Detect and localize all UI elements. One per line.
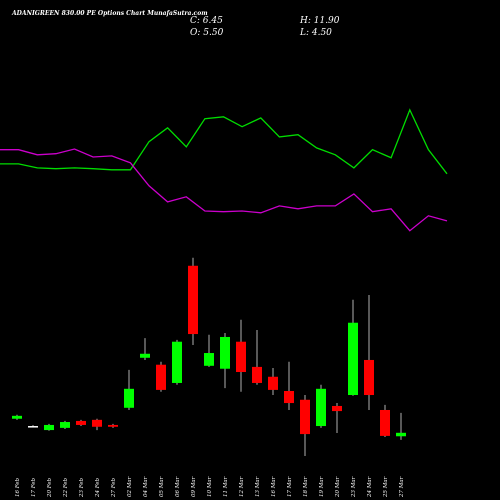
candle-body (300, 399, 310, 435)
candle-body (12, 415, 22, 419)
x-tick-label: 16 Mar (271, 476, 277, 497)
x-tick-label: 17 Feb (31, 477, 37, 497)
x-tick-label: 25 Mar (383, 476, 389, 498)
x-tick-label: 23 Mar (351, 476, 357, 498)
x-tick-label: 19 Mar (319, 476, 325, 497)
x-tick-label: 05 Mar (159, 476, 165, 497)
candle-body (188, 265, 198, 335)
chart-title: ADANIGREEN 830.00 PE Options Chart Munaf… (11, 10, 208, 17)
candle-body (140, 353, 150, 358)
candle-body (316, 388, 326, 427)
x-tick-label: 04 Mar (143, 476, 149, 497)
candle-body (364, 359, 374, 396)
candle-body (332, 405, 342, 412)
x-tick-label: 13 Mar (255, 476, 261, 497)
x-tick-label: 02 Mar (127, 476, 133, 497)
candle-body (124, 388, 134, 408)
candle-body (220, 336, 230, 369)
x-tick-label: 24 Mar (367, 476, 373, 498)
candle-body (236, 341, 246, 373)
candle-body (76, 420, 86, 425)
x-tick-label: 20 Feb (47, 477, 53, 498)
candle-body (204, 353, 214, 366)
x-tick-label: 27 Feb (111, 477, 117, 498)
x-tick-label: 22 Feb (63, 477, 69, 498)
candle-body (396, 432, 406, 437)
indicator-line (0, 148, 448, 232)
candle-body (380, 409, 390, 436)
x-tick-label: 18 Mar (303, 476, 309, 497)
candle-body (108, 424, 118, 427)
info-high: H: 11.90 (299, 16, 340, 26)
candle-body (284, 391, 294, 404)
x-tick-label: 06 Mar (175, 476, 181, 497)
candle-body (44, 424, 54, 431)
candle-body (172, 341, 182, 383)
x-tick-label: 17 Mar (287, 476, 293, 497)
x-tick-label: 16 Feb (15, 477, 21, 497)
x-tick-label: 10 Mar (207, 476, 213, 497)
x-tick-label: 27 Mar (399, 476, 405, 498)
indicator-line (0, 108, 448, 175)
x-tick-label: 20 Mar (335, 476, 341, 498)
x-tick-label: 23 Feb (79, 477, 85, 498)
info-close: C: 6.45 (190, 16, 223, 26)
x-tick-label: 11 Mar (223, 476, 229, 497)
x-tick-label: 09 Mar (191, 476, 197, 497)
candle-body (28, 426, 38, 428)
candle-body (268, 376, 278, 390)
x-tick-label: 12 Mar (239, 476, 245, 497)
candle-body (60, 422, 70, 428)
candle-body (156, 364, 166, 390)
info-low: L: 4.50 (299, 28, 332, 38)
x-tick-label: 24 Feb (95, 477, 101, 498)
candle-body (348, 322, 358, 396)
candle-body (92, 419, 102, 427)
candle-body (252, 366, 262, 383)
info-open: O: 5.50 (190, 28, 224, 38)
